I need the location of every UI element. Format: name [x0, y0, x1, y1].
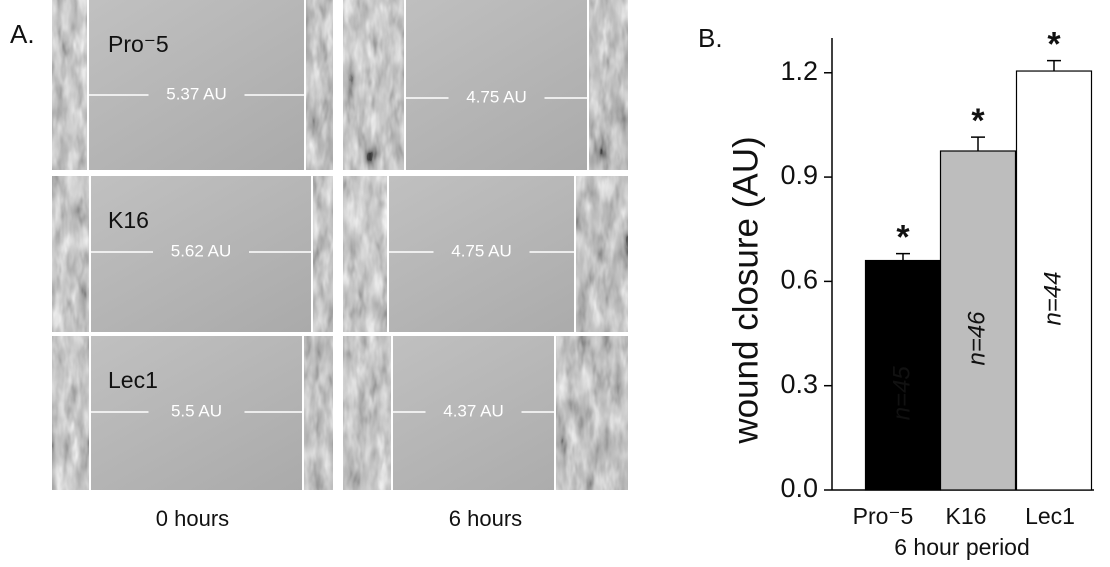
measurement-label: 4.75 AU: [451, 241, 512, 260]
cell-layer: [575, 176, 628, 332]
cell-layer: [305, 0, 333, 170]
y-axis-label: wound closure (AU): [726, 136, 765, 444]
measurement-label: 4.75 AU: [466, 87, 527, 106]
column-label: 6 hours: [449, 506, 522, 531]
bar: [864, 259, 942, 491]
cell-layer: [52, 336, 90, 490]
cell-layer: [303, 336, 333, 490]
measurement-label: 5.37 AU: [166, 84, 227, 103]
significance-marker: *: [1047, 26, 1061, 64]
row-label: Pro⁻5: [108, 31, 169, 57]
y-tick-label: 1.2: [780, 56, 818, 86]
measurement-label: 4.37 AU: [443, 401, 504, 420]
y-tick-label: 0.6: [780, 265, 818, 295]
panel-label: A.: [10, 19, 35, 49]
x-axis-label: 6 hour period: [894, 534, 1030, 560]
cell-layer: [588, 0, 628, 170]
bar-label: n=45: [888, 366, 915, 421]
micrograph: 4.75 AU: [343, 0, 628, 170]
cell-layer: [312, 176, 333, 332]
row-label: K16: [108, 207, 149, 233]
bar-label: n=46: [963, 311, 990, 366]
panel-label: B.: [698, 23, 723, 53]
row-label: Lec1: [108, 367, 158, 393]
cell-layer: [343, 0, 405, 170]
error-bar: [971, 136, 985, 151]
bar: [939, 150, 1017, 491]
significance-marker: *: [971, 102, 985, 140]
cell-layer: [52, 0, 88, 170]
micrograph: 5.62 AU: [52, 176, 333, 332]
micrograph: 4.37 AU: [343, 336, 628, 490]
cell-layer: [343, 336, 392, 490]
error-bar: [896, 252, 910, 261]
panel-a: 5.37 AU 4.75 AU Pro⁻5 5.62 AU 4.75 AU K16 5.5 …: [52, 0, 628, 531]
bar-label: n=44: [1039, 271, 1066, 325]
wound-area: [52, 336, 333, 490]
measurement-label: 5.62 AU: [171, 241, 232, 260]
significance-marker: *: [896, 219, 910, 257]
error-bar: [1047, 59, 1061, 72]
x-tick-label: Lec1: [1025, 503, 1075, 529]
cell-layer: [343, 176, 388, 332]
column-label: 0 hours: [156, 506, 229, 531]
y-tick-label: 0.3: [780, 369, 818, 399]
cell-layer: [555, 336, 628, 490]
panel-b: 0.0 0.3 0.6 0.9 1.2 wound closure (AU) 6 hour …: [726, 26, 1094, 560]
bar: [1015, 70, 1093, 491]
wound-area: [52, 176, 333, 332]
cell-layer: [52, 176, 90, 332]
micrograph: 5.37 AU: [52, 0, 333, 170]
y-tick-label: 0.9: [780, 160, 818, 190]
measurement-label: 5.5 AU: [171, 401, 222, 420]
micrograph: 4.75 AU: [343, 176, 628, 332]
y-tick-label: 0.0: [780, 473, 818, 503]
x-tick-label: K16: [946, 503, 987, 529]
micrograph: 5.5 AU: [52, 336, 333, 490]
x-tick-label: Pro⁻5: [853, 503, 914, 529]
wound-area: [52, 0, 333, 170]
